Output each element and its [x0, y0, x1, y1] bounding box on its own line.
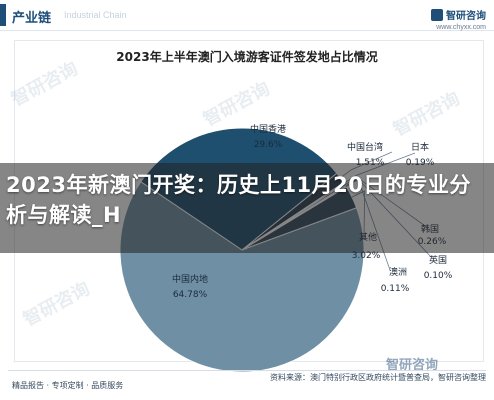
brand-name: 智研咨询 — [446, 11, 486, 22]
header-watermark-text: Industrial Chain — [64, 10, 127, 20]
overlay-banner-text: 2023年新澳门开奖：历史上11月20日的专业分析与解读_H — [6, 173, 471, 227]
brand-logo-icon — [431, 8, 443, 21]
header-bar — [0, 0, 494, 31]
slice-name-label: 澳洲 — [389, 266, 407, 278]
footer-divider — [8, 370, 486, 371]
slice-name-label: 中国香港 — [250, 123, 286, 135]
slice-name-label: 日本 — [411, 141, 429, 153]
slice-name-label: 英国 — [429, 254, 447, 266]
slice-name-label: 中国台湾 — [347, 141, 383, 153]
footer-source: 资料来源：澳门特别行政区政府统计暨普查局，智研咨询整理 — [270, 373, 486, 382]
overlay-banner — [0, 163, 494, 253]
slice-value-label: 0.11% — [381, 284, 410, 294]
brand-url: www.chyxx.com — [436, 24, 486, 31]
slice-value-label: 3.02% — [352, 251, 381, 261]
brand-block: 智研咨询 www.chyxx.com — [431, 4, 486, 31]
chart-title: 2023年上半年澳门入境游客证件签发地占比情况 — [116, 50, 378, 64]
slice-name-label: 中国内地 — [172, 273, 208, 285]
footer: 精品报告 · 专项定制 · 品质服务 资料来源：澳门特别行政区政府统计暨普查局，… — [0, 370, 494, 400]
slice-value-label: 29.6% — [254, 140, 283, 150]
header-tag: 产业链 — [12, 11, 52, 26]
header: 产业链 Industrial Chain 智研咨询 www.chyxx.com — [0, 0, 494, 31]
footer-brand-watermark: 智研咨询 — [385, 358, 438, 373]
slice-value-label: 64.78% — [173, 290, 208, 300]
footer-slogan: 精品报告 · 专项定制 · 品质服务 — [12, 381, 124, 390]
header-accent-bar — [0, 4, 6, 26]
slice-value-label: 0.10% — [424, 271, 453, 281]
